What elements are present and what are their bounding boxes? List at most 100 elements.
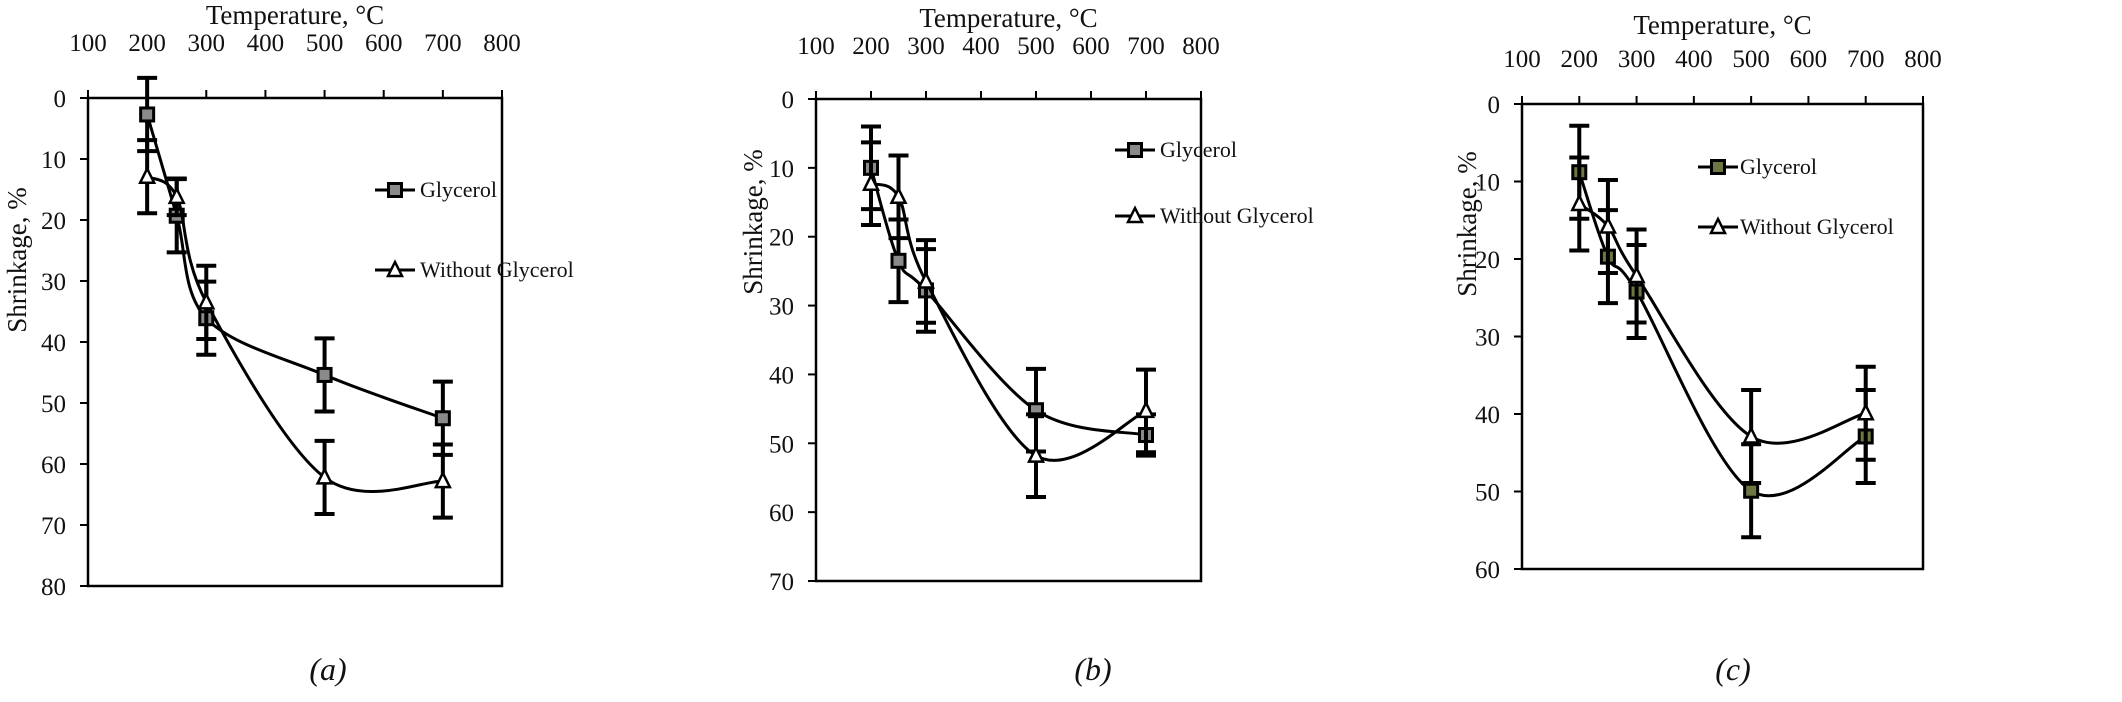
x-tick-label: 600 — [1790, 46, 1828, 73]
legend-marker-triangle — [1125, 205, 1145, 224]
x-tick-label: 800 — [483, 30, 521, 57]
y-tick-label: 10 — [1475, 170, 1500, 197]
data-point-triangle — [889, 185, 908, 205]
data-point-triangle — [1136, 400, 1156, 419]
data-point-triangle — [861, 172, 881, 191]
data-point-triangle — [315, 466, 334, 485]
x-tick-label: 300 — [907, 33, 945, 60]
legend-entry-without-glycerol: Without Glycerol — [375, 257, 574, 282]
y-tick-label: 40 — [1475, 402, 1500, 429]
plot-area-frame — [86, 96, 504, 588]
x-axis-title: Temperature, °C — [206, 0, 384, 30]
legend-label: Without Glycerol — [1740, 214, 1894, 239]
x-tick-label: 400 — [1675, 46, 1713, 73]
chart-panel-c: 100 200 300 400 500 600 700 800 0 10 20 30 40 50 60 Tem… — [1452, 10, 1942, 687]
y-tick-label: 0 — [782, 87, 795, 114]
data-point-square — [890, 252, 907, 269]
series-glycerol — [1569, 123, 1876, 540]
x-tick-label: 200 — [1561, 46, 1599, 73]
series-line — [869, 167, 1147, 437]
y-tick-label: 60 — [41, 452, 66, 479]
legend-entry-without-glycerol: Without Glycerol — [1698, 214, 1894, 239]
data-point-triangle — [138, 165, 157, 184]
legend-marker-square — [1710, 159, 1726, 175]
x-tick-label: 100 — [1503, 46, 1541, 73]
y-tick-label: 10 — [769, 156, 794, 183]
legend-label: Glycerol — [1160, 137, 1237, 162]
y-tick-label: 30 — [1475, 325, 1500, 352]
y-tick-label: 10 — [41, 147, 66, 174]
x-tick-label: 500 — [1732, 46, 1770, 73]
x-tick-label: 700 — [1847, 46, 1885, 73]
legend-marker-square — [387, 182, 403, 198]
data-point-triangle — [167, 186, 186, 205]
y-tick-label: 60 — [769, 500, 794, 527]
y-tick-label: 50 — [1475, 480, 1500, 507]
x-tick-label: 200 — [128, 30, 166, 57]
legend-marker-triangle — [385, 259, 405, 278]
data-point-square — [434, 410, 451, 427]
x-tick-label: 400 — [247, 30, 285, 57]
x-tick-label: 500 — [1017, 33, 1055, 60]
y-axis-title: Shrinkage, % — [1452, 151, 1482, 296]
y-tick-label: 20 — [1475, 247, 1500, 274]
series-line — [146, 175, 443, 493]
series-line — [870, 182, 1147, 462]
x-tick-label: 300 — [1618, 46, 1656, 73]
x-tick-label: 600 — [365, 30, 403, 57]
legend-entry-glycerol: Glycerol — [1698, 154, 1817, 179]
data-point-triangle — [1570, 193, 1589, 212]
data-point-triangle — [1627, 265, 1646, 284]
y-tick-label: 50 — [769, 431, 794, 458]
legend-entry-glycerol: Glycerol — [1115, 137, 1237, 162]
legend-entry-without-glycerol: Without Glycerol — [1115, 203, 1314, 228]
data-point-triangle — [1598, 215, 1617, 234]
legend-marker-square — [1127, 142, 1143, 158]
x-tick-label: 700 — [1127, 33, 1165, 60]
plot-area-frame — [814, 97, 1203, 583]
series-without-glycerol — [1569, 155, 1876, 485]
x-tick-label: 800 — [1904, 46, 1942, 73]
x-tick-label: 300 — [188, 30, 226, 57]
y-tick-label: 40 — [769, 362, 794, 389]
series-glycerol — [137, 75, 453, 457]
series-without-glycerol — [861, 140, 1156, 499]
series-without-glycerol — [137, 138, 453, 520]
data-point-triangle — [433, 470, 452, 489]
x-tick-label: 200 — [852, 33, 890, 60]
x-tick-label: 800 — [1182, 33, 1220, 60]
data-point-triangle — [1856, 402, 1875, 421]
data-point-triangle — [197, 291, 216, 310]
panel-caption: (c) — [1715, 651, 1751, 687]
y-tick-label: 70 — [769, 569, 794, 596]
x-tick-label: 100 — [797, 33, 835, 60]
y-tick-label: 50 — [41, 391, 66, 418]
y-tick-label: 80 — [41, 574, 66, 601]
legend-marker-triangle — [1708, 216, 1728, 235]
series-line — [1578, 202, 1867, 445]
y-tick-label: 20 — [41, 208, 66, 235]
legend-label: Without Glycerol — [1160, 203, 1314, 228]
y-axis-title: Shrinkage, % — [2, 187, 32, 332]
data-point-square — [139, 106, 156, 123]
y-tick-label: 0 — [1488, 92, 1501, 119]
x-tick-label: 700 — [424, 30, 462, 57]
data-point-triangle — [1742, 425, 1761, 444]
x-tick-label: 500 — [306, 30, 344, 57]
y-tick-label: 0 — [54, 86, 67, 113]
x-tick-label: 100 — [69, 30, 107, 57]
legend-entry-glycerol: Glycerol — [375, 177, 497, 202]
series-glycerol — [861, 124, 1156, 458]
series-line — [1577, 171, 1867, 498]
y-tick-label: 60 — [1475, 557, 1500, 584]
x-tick-label: 400 — [962, 33, 1000, 60]
x-tick-label: 600 — [1072, 33, 1110, 60]
y-tick-label: 30 — [41, 269, 66, 296]
panel-caption: (b) — [1074, 651, 1111, 687]
panel-caption: (a) — [309, 651, 346, 687]
x-axis-title: Temperature, °C — [1633, 10, 1811, 40]
data-point-triangle — [1026, 444, 1046, 463]
y-tick-label: 20 — [769, 225, 794, 252]
legend-label: Glycerol — [1740, 154, 1817, 179]
